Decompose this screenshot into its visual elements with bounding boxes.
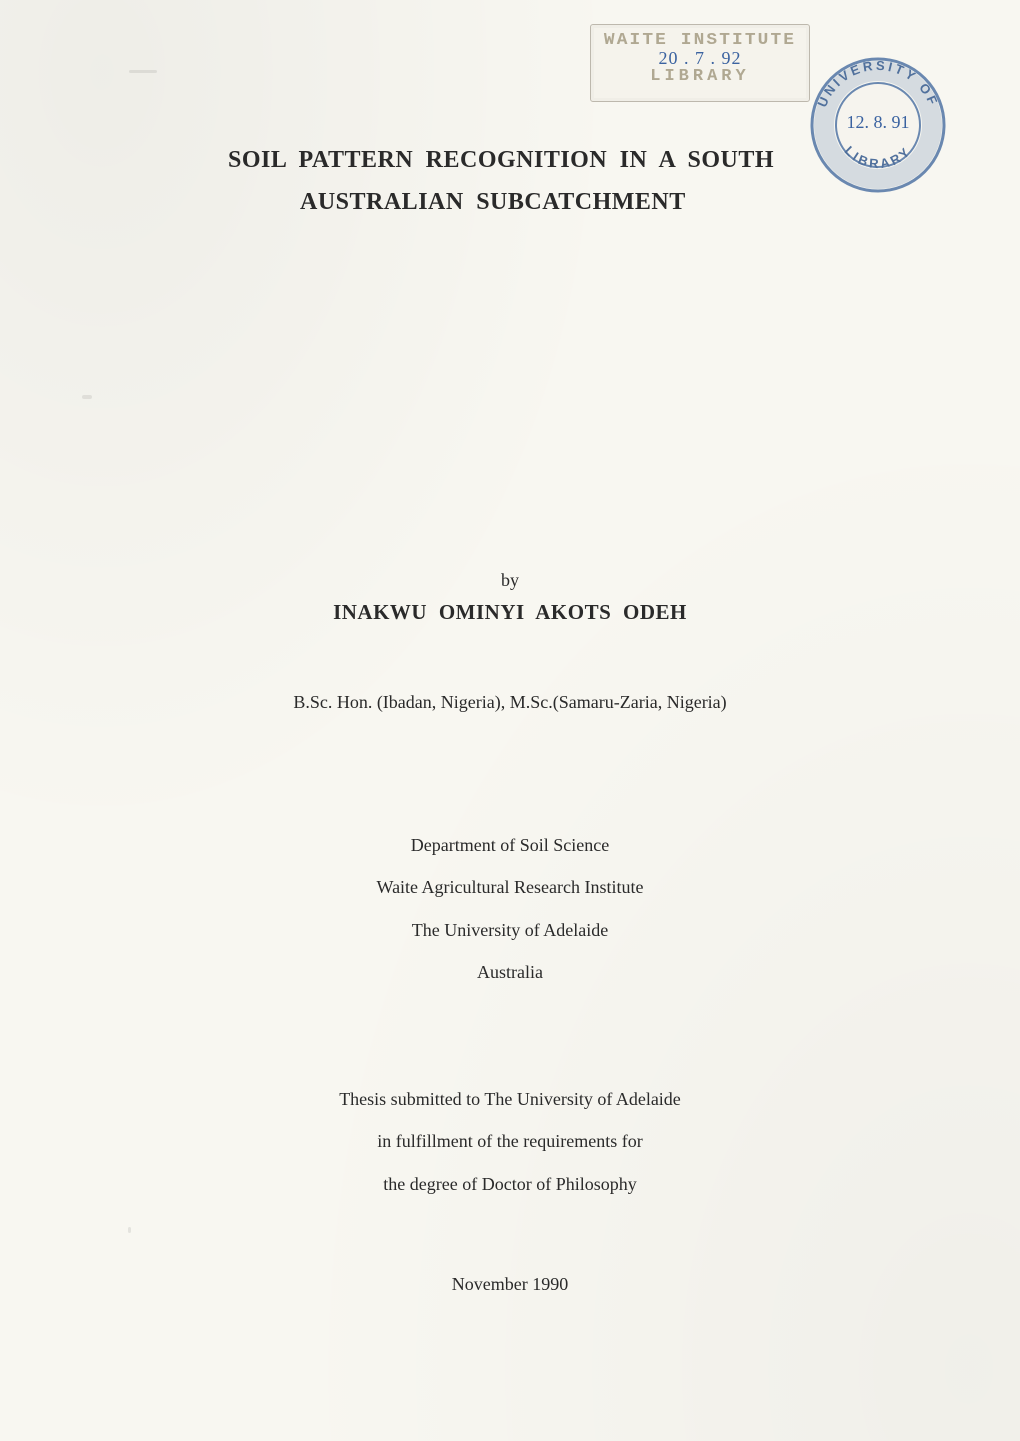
thesis-title-line1: SOIL PATTERN RECOGNITION IN A SOUTH	[228, 147, 880, 174]
affil-inst: Waite Agricultural Research Institute	[0, 866, 1020, 908]
submission-line2: in fulfillment of the requirements for	[0, 1120, 1020, 1162]
library-stamp: WAITE INSTITUTE 20 . 7 . 92 LIBRARY	[590, 24, 810, 102]
scan-mark	[129, 70, 157, 73]
affil-dept: Department of Soil Science	[0, 824, 1020, 866]
scan-mark	[128, 1227, 131, 1233]
seal-center-date: 12. 8. 91	[807, 112, 949, 133]
affiliation-block: Department of Soil Science Waite Agricul…	[0, 824, 1020, 993]
by-label: by	[0, 570, 1020, 591]
affil-country: Australia	[0, 951, 1020, 993]
thesis-title-page: WAITE INSTITUTE 20 . 7 . 92 LIBRARY UNIV…	[0, 0, 1020, 1441]
thesis-date: November 1990	[0, 1274, 1020, 1295]
submission-line1: Thesis submitted to The University of Ad…	[0, 1078, 1020, 1120]
submission-line3: the degree of Doctor of Philosophy	[0, 1163, 1020, 1205]
author-degrees: B.Sc. Hon. (Ibadan, Nigeria), M.Sc.(Sama…	[0, 692, 1020, 713]
submission-block: Thesis submitted to The University of Ad…	[0, 1078, 1020, 1205]
thesis-title-line2: AUSTRALIAN SUBCATCHMENT	[300, 189, 880, 216]
affil-univ: The University of Adelaide	[0, 909, 1020, 951]
university-seal: UNIVERSITY OF LIBRARY 12. 8. 91	[807, 54, 949, 196]
scan-mark	[82, 395, 92, 399]
stamp-library: LIBRARY	[591, 67, 809, 86]
stamp-institute: WAITE INSTITUTE	[586, 31, 815, 50]
stamp-date-handwritten: 20 . 7 . 92	[591, 48, 809, 69]
author-name: INAKWU OMINYI AKOTS ODEH	[0, 600, 1020, 625]
